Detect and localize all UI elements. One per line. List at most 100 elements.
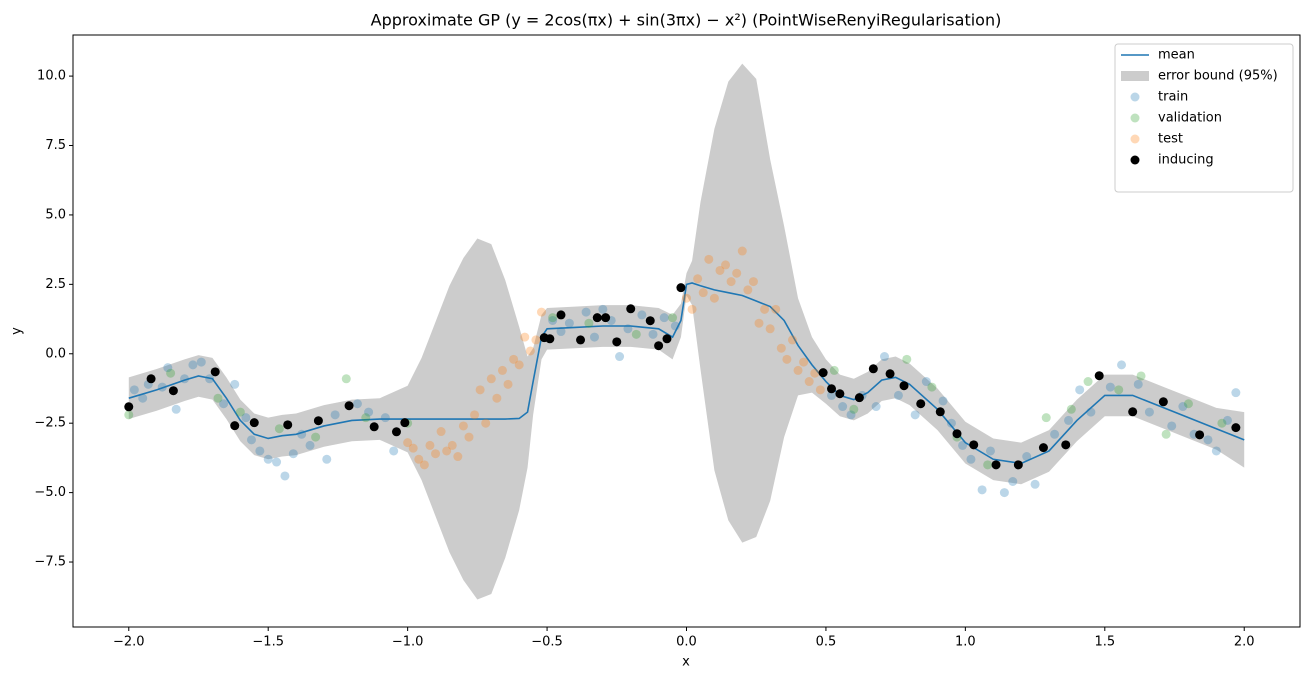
point	[670, 321, 680, 331]
point	[592, 313, 602, 323]
point	[637, 310, 647, 320]
point	[322, 454, 332, 464]
x-tick-label: −1.0	[392, 635, 424, 650]
x-tick-label: −1.5	[252, 635, 284, 650]
point	[793, 365, 803, 375]
point	[1083, 377, 1093, 387]
point	[163, 363, 173, 373]
point	[693, 274, 703, 284]
point	[414, 454, 424, 464]
point	[313, 416, 323, 426]
legend: mean error bound (95%) train validation test…	[1114, 43, 1294, 193]
point	[776, 343, 786, 353]
point	[1022, 452, 1032, 462]
point	[545, 334, 555, 344]
point	[171, 404, 181, 414]
point	[272, 457, 282, 467]
point	[737, 246, 747, 256]
point	[341, 374, 351, 384]
point	[124, 402, 134, 412]
point	[687, 304, 697, 314]
point	[991, 460, 1001, 470]
legend-swatch	[1130, 113, 1140, 123]
point	[983, 460, 993, 470]
point	[283, 420, 293, 430]
point	[782, 354, 792, 364]
x-tick-label: −2.0	[113, 635, 145, 650]
point	[946, 418, 956, 428]
chart-title: Approximate GP (y = 2cos(πx) + sin(3πx) …	[371, 11, 1002, 30]
point	[230, 421, 240, 431]
point	[481, 418, 491, 428]
point	[124, 410, 134, 420]
point	[760, 304, 770, 314]
point	[846, 410, 856, 420]
point	[868, 364, 878, 374]
point	[352, 399, 362, 409]
point	[1064, 415, 1074, 425]
point	[1038, 443, 1048, 453]
point	[985, 446, 995, 456]
point	[369, 422, 379, 432]
legend-label: train	[1158, 90, 1188, 105]
point	[400, 418, 410, 428]
point	[810, 368, 820, 378]
point	[157, 382, 167, 392]
point	[564, 318, 574, 328]
x-tick-label: −0.5	[531, 635, 563, 650]
point	[977, 485, 987, 495]
point	[1203, 435, 1213, 445]
point	[492, 393, 502, 403]
point	[210, 367, 220, 377]
point	[598, 304, 608, 314]
point	[938, 396, 948, 406]
point	[827, 384, 837, 394]
point	[969, 440, 979, 450]
point	[815, 385, 825, 395]
x-tick-label: 2.0	[1234, 635, 1255, 650]
point	[391, 427, 401, 437]
point	[364, 407, 374, 417]
point	[403, 438, 413, 448]
point	[804, 377, 814, 387]
point	[305, 440, 315, 450]
point	[893, 390, 903, 400]
point	[1178, 402, 1188, 412]
point	[648, 329, 658, 339]
point	[748, 277, 758, 287]
point	[916, 399, 926, 409]
point	[631, 329, 641, 339]
point	[509, 354, 519, 364]
point	[311, 432, 321, 442]
point	[902, 354, 912, 364]
point	[827, 390, 837, 400]
point	[453, 452, 463, 462]
point	[548, 315, 558, 325]
point	[899, 381, 909, 391]
point	[188, 360, 198, 370]
point	[531, 335, 541, 345]
x-axis-label: x	[682, 655, 690, 670]
plot-area	[124, 63, 1245, 600]
point	[1066, 404, 1076, 414]
y-tick-label: 2.5	[45, 277, 66, 292]
y-tick-label: −5.0	[34, 485, 66, 500]
point	[230, 379, 240, 389]
point	[1008, 476, 1018, 486]
point	[1222, 415, 1232, 425]
point	[615, 352, 625, 362]
point	[408, 443, 418, 453]
point	[458, 421, 468, 431]
legend-swatch	[1130, 134, 1140, 144]
point	[1128, 407, 1138, 417]
point	[721, 260, 731, 270]
point	[818, 368, 828, 378]
point	[288, 449, 298, 459]
legend-label: inducing	[1158, 153, 1214, 168]
y-axis-label: y	[10, 327, 25, 335]
point	[361, 413, 371, 423]
point	[241, 413, 251, 423]
point	[849, 404, 859, 414]
point	[447, 440, 457, 450]
